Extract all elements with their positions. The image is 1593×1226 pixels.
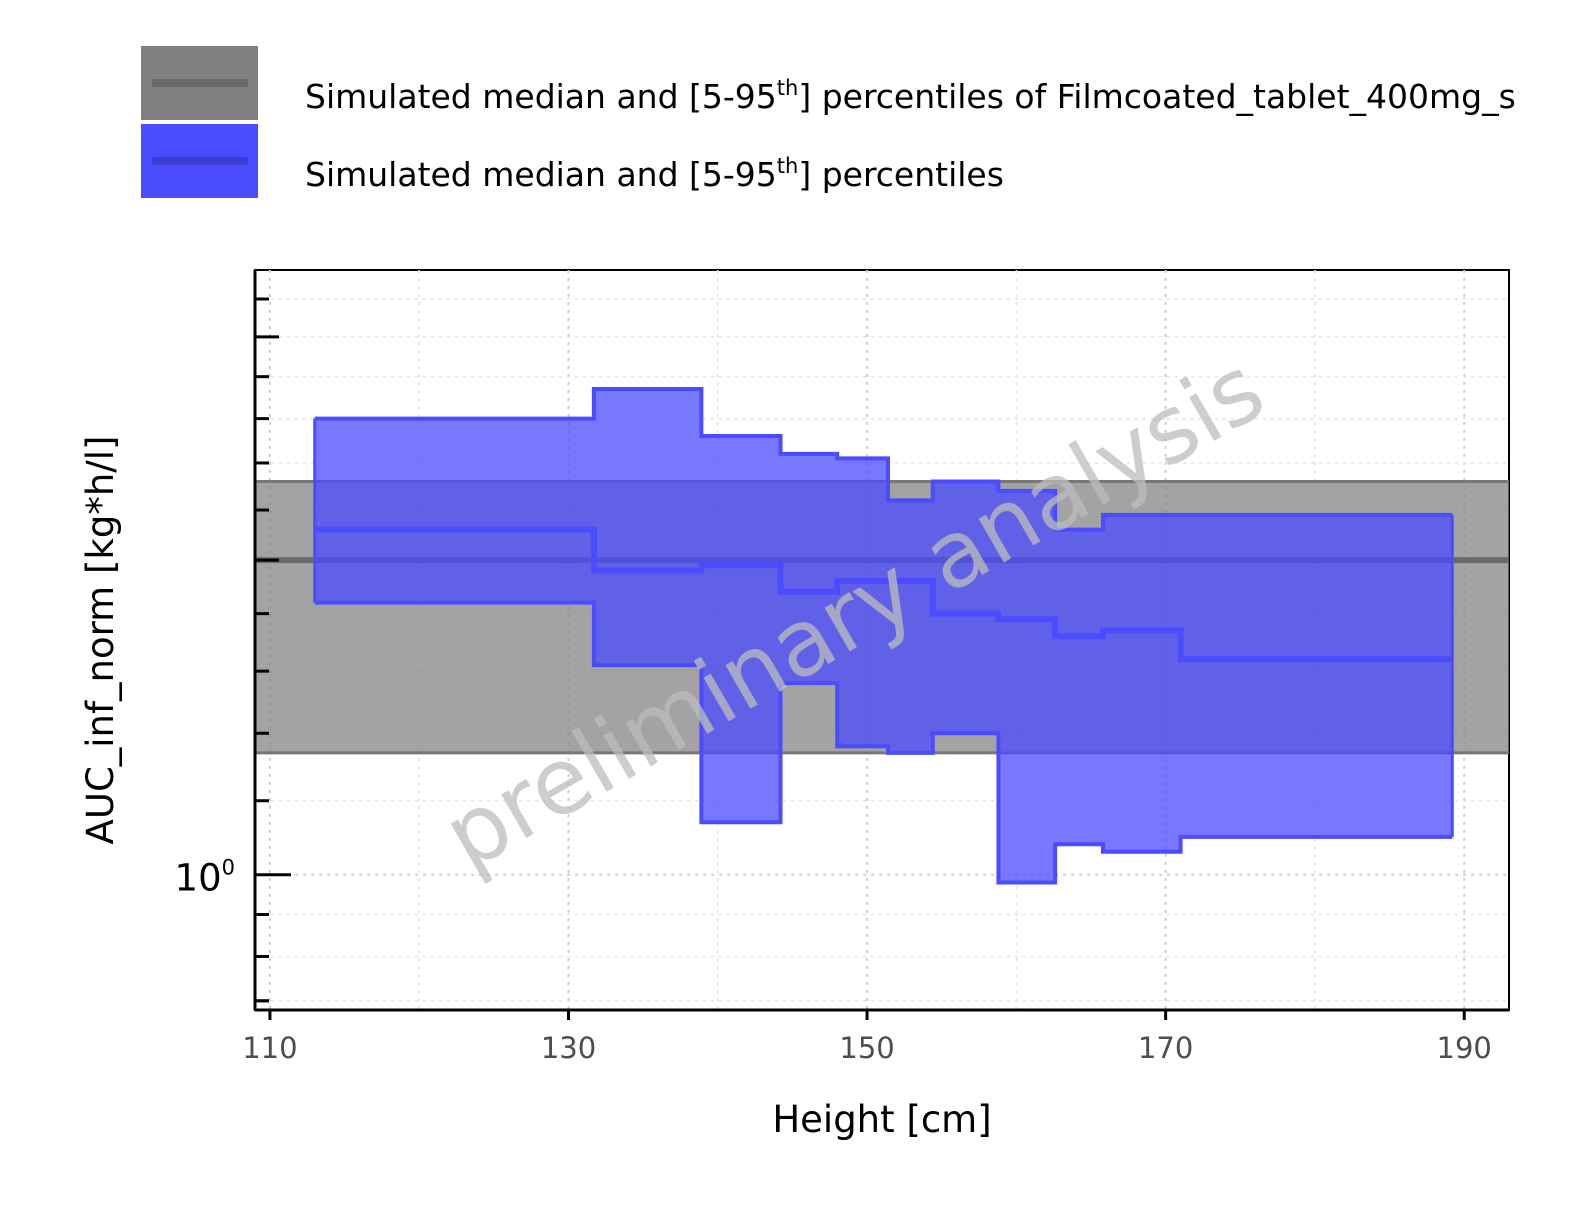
y-tick-label: 100 bbox=[175, 856, 235, 900]
simulated-p5-line bbox=[314, 600, 1453, 885]
y-axis-title: AUC_inf_norm [kg*h/l] bbox=[79, 436, 122, 845]
x-axis-title: Height [cm] bbox=[772, 1098, 991, 1141]
x-tick-label: 170 bbox=[1138, 1031, 1193, 1065]
legend-label-reference: Simulated median and [5-95th] percentile… bbox=[305, 76, 1516, 116]
legend: Simulated median and [5-95th] percentile… bbox=[141, 46, 1516, 198]
simulated-series bbox=[313, 387, 1454, 885]
simulated-median-line bbox=[314, 526, 1453, 663]
simulated-ribbon bbox=[314, 389, 1453, 883]
y-ticks bbox=[255, 297, 291, 1003]
x-tick-label: 190 bbox=[1437, 1031, 1492, 1065]
legend-label-simulated: Simulated median and [5-95th] percentile… bbox=[305, 154, 1004, 194]
x-tick-label: 110 bbox=[242, 1031, 297, 1065]
x-ticks: 110 130 150 170 190 bbox=[242, 1010, 1492, 1065]
simulated-p95-line bbox=[314, 387, 1453, 532]
x-tick-label: 130 bbox=[541, 1031, 596, 1065]
x-tick-label: 150 bbox=[839, 1031, 894, 1065]
